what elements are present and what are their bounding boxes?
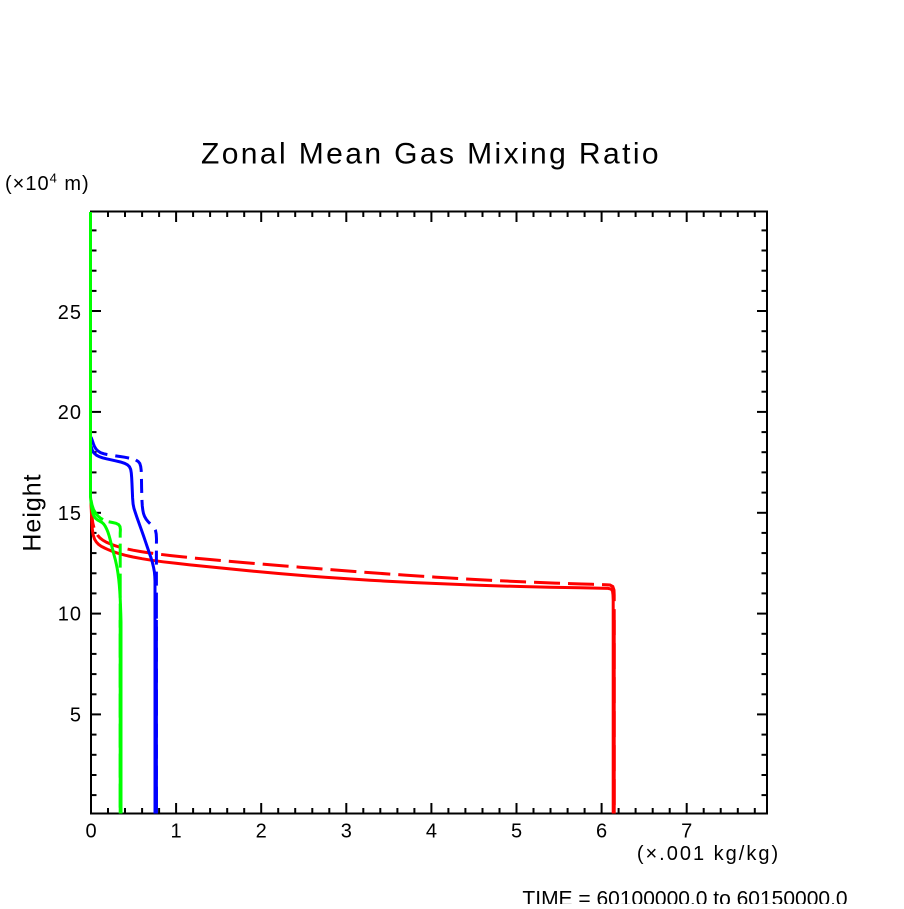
svg-text:Zonal Mean Gas Mixing Ratio: Zonal Mean Gas Mixing Ratio <box>201 138 661 171</box>
svg-text:5: 5 <box>70 705 82 727</box>
svg-text:20: 20 <box>58 402 82 424</box>
svg-text:10: 10 <box>58 604 82 626</box>
svg-text:25: 25 <box>58 302 82 324</box>
svg-text:6: 6 <box>596 820 607 842</box>
svg-text:2: 2 <box>256 820 267 842</box>
svg-text:1: 1 <box>171 820 182 842</box>
svg-text:Height: Height <box>19 473 47 551</box>
svg-text:4: 4 <box>426 820 437 842</box>
svg-text:(×.001 kg/kg): (×.001 kg/kg) <box>637 843 780 865</box>
svg-text:7: 7 <box>681 820 692 842</box>
svg-text:15: 15 <box>58 503 82 525</box>
svg-text:3: 3 <box>341 820 352 842</box>
svg-text:5: 5 <box>511 820 522 842</box>
svg-text:0: 0 <box>85 820 96 842</box>
svg-text:(×104 m): (×104 m) <box>5 171 90 196</box>
svg-text:TIME = 60100000.0 to 60150000.: TIME = 60100000.0 to 60150000.0 <box>522 888 847 905</box>
